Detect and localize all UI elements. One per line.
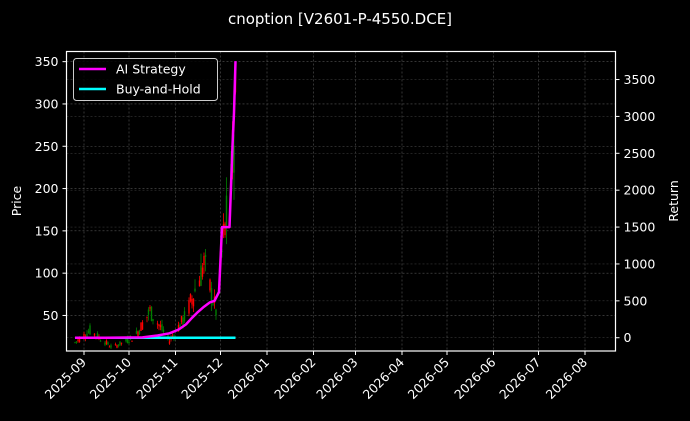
right-y-tick-label: 1500: [624, 220, 656, 235]
x-tick-label: 2025-09: [42, 354, 90, 402]
right-y-tick-label: 2000: [624, 183, 656, 198]
x-axis-ticks: 2025-092025-102025-112025-122026-012026-…: [42, 351, 591, 403]
left-y-axis-label: Price: [9, 185, 24, 216]
left-y-tick-label: 150: [35, 223, 59, 238]
left-y-tick-label: 300: [35, 96, 59, 111]
legend-label-buy-and-hold: Buy-and-Hold: [116, 82, 201, 97]
x-tick-label: 2026-01: [225, 355, 273, 403]
legend-box: [73, 58, 218, 101]
chart-title: cnoption [V2601-P-4550.DCE]: [228, 10, 452, 28]
series-lines: [75, 61, 237, 339]
x-tick-label: 2026-02: [271, 355, 319, 403]
x-tick-label: 2025-12: [178, 355, 226, 403]
right-y-tick-label: 0: [624, 330, 632, 345]
left-y-tick-label: 50: [43, 308, 59, 323]
left-y-tick-label: 200: [35, 181, 59, 196]
x-tick-label: 2025-11: [133, 355, 181, 403]
right-y-tick-label: 3000: [624, 109, 656, 124]
left-y-tick-label: 250: [35, 139, 59, 154]
right-y-tick-label: 2500: [624, 146, 656, 161]
x-tick-label: 2026-08: [543, 354, 591, 402]
left-y-tick-label: 350: [35, 54, 59, 69]
right-y-tick-label: 3500: [624, 72, 656, 87]
right-y-tick-label: 500: [624, 293, 648, 308]
price-candles: [74, 65, 237, 350]
x-tick-label: 2026-07: [496, 355, 544, 403]
grid-lines: [66, 51, 616, 351]
legend-label-ai-strategy: AI Strategy: [116, 62, 186, 77]
legend: AI Strategy Buy-and-Hold: [73, 58, 218, 101]
ai-strategy-line: [75, 61, 237, 339]
right-y-axis-ticks: 0 500 1000 1500 2000 2500 3000 3500: [615, 72, 656, 345]
right-y-tick-label: 1000: [624, 256, 656, 271]
x-tick-label: 2026-06: [451, 354, 499, 402]
x-tick-label: 2026-05: [405, 355, 453, 403]
right-y-axis-label: Return: [666, 180, 681, 221]
plot-frame: [65, 50, 617, 352]
left-y-tick-label: 100: [35, 266, 59, 281]
x-tick-label: 2026-03: [313, 355, 361, 403]
left-y-axis-ticks: 50 100 150 200 250 300 350: [35, 54, 67, 323]
x-tick-label: 2025-10: [87, 354, 135, 402]
x-tick-label: 2026-04: [360, 354, 408, 402]
